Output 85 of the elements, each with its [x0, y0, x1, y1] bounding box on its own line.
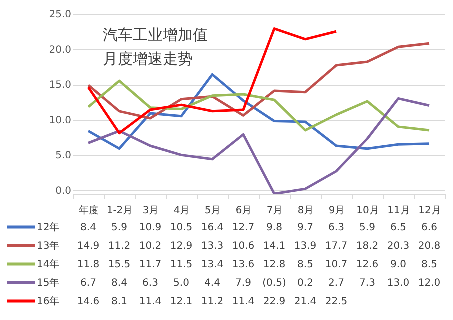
data-label: 16.4: [201, 222, 224, 234]
data-label: 12.7: [232, 222, 255, 234]
data-label: 8.4: [112, 278, 128, 289]
data-label: 7.9: [236, 278, 252, 289]
data-label: 8.5: [422, 259, 438, 270]
data-label: 11.4: [139, 296, 162, 308]
data-label: 5.9: [112, 222, 128, 234]
x-tick-label: 9月: [328, 206, 346, 216]
data-label: 10.9: [139, 222, 162, 234]
data-label: 12.8: [263, 259, 286, 270]
data-label: 2.7: [328, 278, 344, 289]
data-label: 13.0: [387, 278, 410, 289]
data-label: 12.6: [356, 259, 379, 270]
data-label: 12.0: [418, 278, 441, 289]
data-label: 11.8: [77, 259, 100, 270]
data-label: 13.3: [201, 240, 224, 252]
data-label: 6.3: [328, 222, 344, 234]
data-label: 10.7: [325, 259, 348, 270]
x-tick-label: 5月: [204, 206, 222, 216]
data-label: 10.6: [232, 240, 255, 252]
data-label: 0.2: [298, 278, 314, 289]
data-label: 11.2: [201, 296, 224, 308]
data-label: 10.2: [139, 240, 162, 252]
legend-label: 16年: [37, 295, 60, 308]
y-tick-label: 0.0: [56, 186, 72, 197]
data-label: 6.7: [80, 278, 96, 289]
data-label: 8.1: [112, 296, 128, 308]
data-label: (0.5): [262, 278, 286, 289]
text: 汽车工业增加值月度增速走势: [103, 26, 208, 68]
x-tick-label: 3月: [142, 206, 160, 216]
legend-label: 13年: [37, 240, 60, 252]
data-label: 11.4: [232, 296, 255, 308]
line-series: [87, 80, 431, 132]
data-label: 11.5: [170, 259, 193, 270]
data-label: 13.9: [294, 240, 317, 252]
data-label: 11.7: [139, 259, 162, 270]
legend-label: 12年: [37, 221, 60, 234]
y-tick-label: 15.0: [49, 80, 72, 92]
data-label: 9.8: [266, 222, 282, 234]
y-tick-label: 25.0: [49, 10, 72, 20]
data-label: 8.5: [298, 259, 314, 270]
data-label: 14.1: [263, 240, 286, 252]
data-label: 5.0: [174, 278, 190, 289]
line-series: [87, 42, 431, 120]
x-tick-label: 1-2月: [106, 206, 134, 216]
x-tick-label: 6月: [236, 206, 252, 216]
legend-label: 15年: [37, 276, 60, 289]
data-label: 14.6: [77, 296, 100, 308]
data-label: 6.6: [422, 222, 438, 234]
data-label: 20.8: [418, 240, 441, 252]
data-label: 5.9: [360, 222, 376, 234]
data-label: 9.0: [390, 259, 406, 270]
data-label: 4.4: [204, 278, 220, 289]
x-tick-label: 8月: [298, 206, 314, 216]
data-label: 22.5: [325, 296, 348, 308]
legend-label: 14年: [37, 258, 60, 270]
data-label: 12.9: [170, 240, 193, 252]
x-tick-label: 年度: [79, 204, 99, 216]
x-tick-label: 10月: [356, 206, 380, 216]
data-label: 15.5: [108, 259, 131, 270]
data-label: 9.7: [298, 222, 314, 234]
line-series: [87, 97, 431, 194]
data-label: 6.3: [142, 278, 158, 289]
x-tick-label: 4月: [174, 206, 190, 216]
x-tick-label: 12月: [418, 206, 442, 216]
data-label: 7.3: [360, 278, 376, 289]
y-tick-label: 5.0: [56, 150, 72, 162]
y-tick-label: 10.0: [49, 115, 72, 126]
data-label: 11.2: [108, 240, 131, 252]
data-label: 6.5: [390, 222, 406, 234]
x-tick-label: 11月: [388, 206, 410, 216]
data-label: 10.5: [170, 222, 193, 234]
data-label: 21.4: [294, 296, 317, 308]
data-label: 20.3: [387, 240, 410, 252]
data-label: 13.4: [201, 259, 224, 270]
y-tick-label: 20.0: [49, 44, 72, 56]
data-label: 17.7: [325, 240, 348, 252]
line-series: [87, 28, 338, 135]
data-label: 8.4: [80, 222, 96, 234]
data-label: 22.9: [263, 296, 286, 308]
data-label: 12.1: [170, 296, 193, 308]
data-label: 18.2: [356, 240, 379, 252]
data-label: 13.6: [232, 259, 255, 270]
data-label: 14.9: [77, 240, 100, 252]
x-tick-label: 7月: [266, 206, 284, 216]
